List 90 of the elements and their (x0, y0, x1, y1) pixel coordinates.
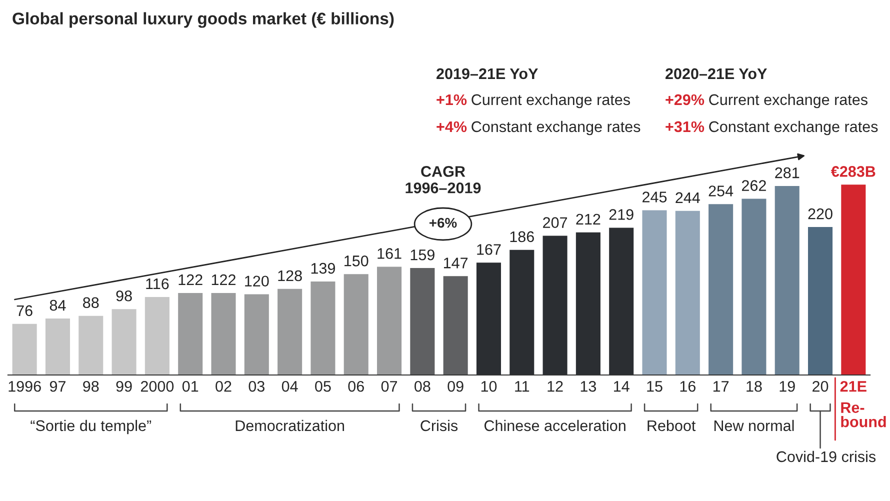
annotation: +6% (429, 218, 457, 228)
x-tick-label: 02 (216, 380, 232, 392)
x-tick-label: 13 (580, 380, 596, 392)
x-tick-label: 98 (83, 380, 99, 392)
annotation: CAGR 1996–2019 (406, 166, 481, 194)
text: “Sortie du temple” (30, 420, 152, 434)
data-label: 122 (212, 274, 236, 286)
x-tick-label: 07 (381, 380, 397, 392)
bar (211, 292, 236, 375)
x-tick-label: 15 (647, 381, 662, 392)
text: Chinese acceleration (484, 420, 626, 432)
data-label: 84 (50, 300, 66, 311)
bar (45, 318, 70, 375)
data-label: 128 (278, 270, 302, 282)
data-label: 167 (477, 244, 501, 255)
data-label: €283B (830, 166, 876, 177)
bar (178, 292, 203, 375)
x-tick-label: 99 (116, 380, 132, 392)
text: 2020–21E YoY (666, 68, 767, 80)
text: +4% Constant exchange rates (436, 120, 640, 136)
text: Reboot (648, 420, 696, 432)
x-tick-label: 06 (348, 380, 364, 392)
x-tick-label: 20 (812, 380, 828, 392)
data-label: 281 (775, 167, 800, 178)
x-tick-label: 10 (481, 380, 497, 392)
chart-title: Global personal luxury goods market (€ billions) (12, 12, 394, 28)
x-tick-label: 03 (248, 380, 264, 392)
data-label: 147 (444, 258, 468, 268)
x-tick-label: 2000 (140, 380, 174, 392)
bar (278, 288, 302, 375)
x-tick-label: 12 (548, 380, 563, 392)
x-tick-label: 09 (448, 380, 464, 392)
data-label: 88 (83, 297, 99, 308)
text: Democratization (236, 420, 344, 432)
x-tick-label: 18 (746, 380, 762, 392)
bar (112, 309, 136, 375)
text: New normal (714, 420, 794, 432)
data-label: 161 (378, 248, 402, 259)
bar (708, 204, 734, 375)
x-tick-label: 1996 (8, 380, 41, 392)
bar (642, 210, 667, 375)
data-label: 98 (116, 290, 132, 302)
x-tick-label: 16 (680, 380, 696, 392)
bar (144, 296, 170, 375)
bar (774, 186, 800, 375)
bar (410, 268, 435, 375)
data-label: 139 (311, 262, 335, 274)
text: +1% Current exchange rates (436, 94, 630, 108)
data-label: 116 (146, 278, 169, 290)
text: Crisis (420, 420, 458, 432)
x-tick-label: 97 (50, 380, 66, 392)
data-label: 219 (609, 209, 634, 220)
bar (344, 274, 368, 375)
bar (742, 198, 766, 375)
text: Covid-19 crisis (776, 450, 876, 462)
text: Re- bound (841, 402, 886, 428)
data-label: 122 (178, 274, 202, 286)
x-tick-label: 14 (614, 381, 630, 392)
data-label: 207 (543, 217, 568, 228)
bar (808, 227, 833, 375)
data-label: 76 (16, 305, 32, 316)
bar (443, 276, 468, 375)
text: 2019–21E YoY (436, 68, 538, 80)
data-label: 212 (576, 214, 600, 224)
text: +29% Current exchange rates (666, 94, 868, 108)
data-label: 220 (808, 208, 832, 220)
data-label: 245 (642, 192, 667, 202)
bar (12, 324, 37, 375)
bar (78, 316, 104, 375)
data-label: 120 (245, 276, 269, 287)
x-tick-label: 19 (780, 380, 795, 392)
x-tick-label: 01 (182, 380, 198, 392)
x-tick-label: 21E (840, 380, 866, 392)
data-label: 262 (742, 180, 766, 192)
x-tick-label: 05 (315, 380, 331, 392)
data-label: 186 (510, 231, 534, 242)
data-label: 159 (410, 249, 434, 260)
bar (310, 282, 336, 375)
bar (244, 294, 269, 375)
data-label: 244 (676, 192, 700, 203)
x-tick-label: 04 (282, 380, 298, 392)
text: +31% Constant exchange rates (666, 120, 878, 136)
bar (675, 210, 700, 375)
x-tick-label: 11 (515, 381, 530, 392)
data-label: 150 (344, 256, 368, 266)
x-tick-label: 17 (713, 381, 729, 392)
x-tick-label: 08 (414, 380, 430, 392)
data-label: 254 (708, 186, 734, 196)
bar (377, 266, 402, 375)
bar (841, 184, 866, 375)
